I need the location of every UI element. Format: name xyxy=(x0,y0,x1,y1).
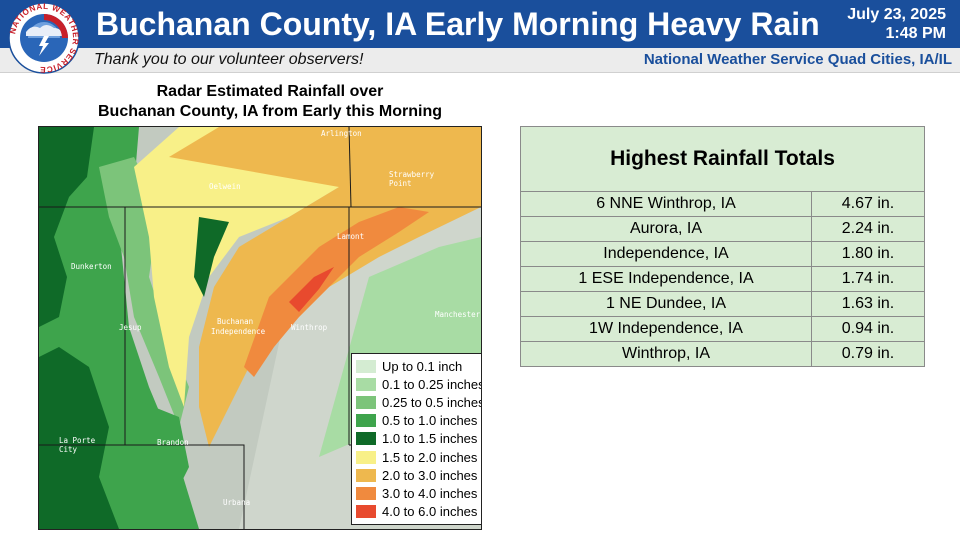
legend-item: 2.0 to 3.0 inches xyxy=(356,466,481,484)
time-text: 1:48 PM xyxy=(885,25,946,42)
location-cell: Winthrop, IA xyxy=(521,342,812,366)
map-title-line2: Buchanan County, IA from Early this Morn… xyxy=(97,103,442,120)
location-cell: Aurora, IA xyxy=(521,217,812,241)
sub-header: Thank you to our volunteer observers! Na… xyxy=(0,48,960,73)
rainfall-total-cell: 1.74 in. xyxy=(841,270,895,287)
table-row: 1 NE Dundee, IA 1.63 in. xyxy=(521,292,924,317)
legend-swatch xyxy=(356,468,376,482)
rainfall-total-cell: 1.80 in. xyxy=(841,245,895,262)
rainfall-map: Arlington Oelwein Strawberry Point Lamon… xyxy=(38,126,482,530)
place-label-strawberry-1: Strawberry xyxy=(389,170,435,179)
rainfall-legend: Up to 0.1 inch 0.1 to 0.25 inches 0.25 to … xyxy=(351,353,482,525)
legend-label: 0.1 to 0.25 inches xyxy=(382,376,482,392)
legend-item: 4.0 to 6.0 inches xyxy=(356,503,481,521)
legend-label: Up to 0.1 inch xyxy=(382,358,463,374)
place-label-laporte-2: City xyxy=(59,445,78,454)
location-cell: 1W Independence, IA xyxy=(521,317,812,341)
thanks-message: Thank you to our volunteer observers! xyxy=(94,51,364,68)
legend-label: 0.25 to 0.5 inches xyxy=(382,394,482,410)
location-cell: 1 NE Dundee, IA xyxy=(521,292,812,316)
place-label-buchanan: Buchanan xyxy=(217,317,253,326)
location-cell: 1 ESE Independence, IA xyxy=(521,267,812,291)
legend-swatch xyxy=(356,377,376,391)
legend-label: 2.0 to 3.0 inches xyxy=(382,467,478,483)
legend-item: 0.5 to 1.0 inches xyxy=(356,412,481,430)
legend-label: 4.0 to 6.0 inches xyxy=(382,504,478,520)
table-row: Aurora, IA 2.24 in. xyxy=(521,217,924,242)
rainfall-totals-table: Highest Rainfall Totals 6 NNE Winthrop, … xyxy=(520,126,925,367)
legend-label: 3.0 to 4.0 inches xyxy=(382,485,478,501)
legend-swatch xyxy=(356,395,376,409)
table-title: Highest Rainfall Totals xyxy=(521,127,924,192)
legend-label: 0.5 to 1.0 inches xyxy=(382,413,478,429)
rainfall-total-cell: 0.79 in. xyxy=(841,345,895,362)
header-bar: Buchanan County, IA Early Morning Heavy … xyxy=(0,0,960,48)
place-label-brandon: Brandon xyxy=(157,438,189,447)
legend-label: 1.5 to 2.0 inches xyxy=(382,449,478,465)
place-label-lamont: Lamont xyxy=(337,232,364,241)
legend-swatch xyxy=(356,505,376,519)
legend-swatch xyxy=(356,432,376,446)
legend-item: 0.1 to 0.25 inches xyxy=(356,375,482,393)
table-row: 1 ESE Independence, IA 1.74 in. xyxy=(521,267,924,292)
location-cell: Independence, IA xyxy=(521,242,812,266)
legend-swatch xyxy=(356,359,376,373)
place-label-oelwein: Oelwein xyxy=(209,182,241,191)
map-title: Radar Estimated Rainfall over Buchanan C… xyxy=(40,82,500,122)
table-row: 6 NNE Winthrop, IA 4.67 in. xyxy=(521,192,924,217)
rainfall-total-cell: 0.94 in. xyxy=(841,320,895,337)
table-row: 1W Independence, IA 0.94 in. xyxy=(521,317,924,342)
legend-label: 1.0 to 1.5 inches xyxy=(382,431,478,447)
rainfall-map-svg: Arlington Oelwein Strawberry Point Lamon… xyxy=(39,127,481,529)
legend-item: 1.0 to 1.5 inches xyxy=(356,430,481,448)
legend-swatch xyxy=(356,450,376,464)
place-label-urbana: Urbana xyxy=(223,498,250,507)
table-body: 6 NNE Winthrop, IA 4.67 in. Aurora, IA 2.24… xyxy=(521,192,924,366)
legend-item: 1.5 to 2.0 inches xyxy=(356,448,481,466)
legend-item: 0.25 to 0.5 inches xyxy=(356,393,482,411)
table-row: Independence, IA 1.80 in. xyxy=(521,242,924,267)
place-label-winthrop: Winthrop xyxy=(291,323,328,332)
place-label-independence: Independence xyxy=(211,327,266,336)
place-label-manchester: Manchester xyxy=(435,310,481,319)
legend-swatch xyxy=(356,486,376,500)
map-title-line1: Radar Estimated Rainfall over xyxy=(156,83,384,100)
location-cell: 6 NNE Winthrop, IA xyxy=(521,192,812,216)
place-label-arlington: Arlington xyxy=(321,129,362,138)
table-row: Winthrop, IA 0.79 in. xyxy=(521,342,924,366)
place-label-dunkerton: Dunkerton xyxy=(71,262,112,271)
rainfall-total-cell: 1.63 in. xyxy=(841,295,895,312)
rainfall-total-cell: 2.24 in. xyxy=(841,220,895,237)
office-name: National Weather Service Quad Cities, IA… xyxy=(643,51,952,68)
nws-logo-icon: NATIONAL WEATHER SERVICE xyxy=(8,2,80,74)
page-title: Buchanan County, IA Early Morning Heavy … xyxy=(96,6,820,42)
timestamp: July 23, 2025 1:48 PM xyxy=(847,5,946,43)
legend-item: 3.0 to 4.0 inches xyxy=(356,484,481,502)
date-text: July 23, 2025 xyxy=(847,6,946,23)
place-label-strawberry-2: Point xyxy=(389,179,412,188)
legend-item: Up to 0.1 inch xyxy=(356,357,481,375)
legend-swatch xyxy=(356,414,376,428)
place-label-laporte-1: La Porte xyxy=(59,436,96,445)
rainfall-total-cell: 4.67 in. xyxy=(841,195,895,212)
place-label-jesup: Jesup xyxy=(119,323,142,332)
